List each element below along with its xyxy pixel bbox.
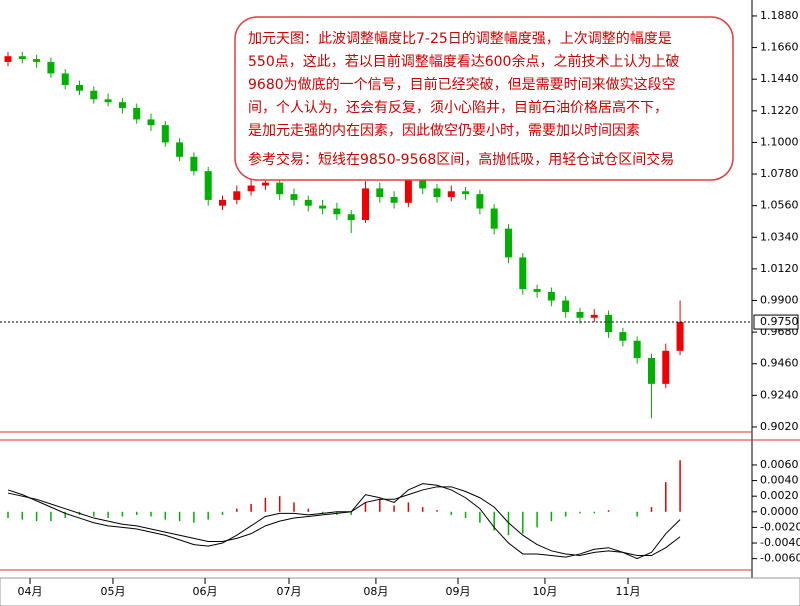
- last-price-label: 0.9750: [760, 315, 799, 328]
- annotation: 是加元走强的内在因素，因此做空仍要小时，需要加以时间因素: [248, 123, 640, 139]
- y-tick-label: 0.0060: [760, 458, 799, 471]
- candle-body: [562, 300, 570, 312]
- candle-body: [547, 291, 555, 301]
- candle-body: [261, 182, 269, 186]
- candle-body: [176, 142, 184, 157]
- candle-body: [47, 61, 55, 74]
- candle-body: [390, 197, 398, 203]
- x-tick-label: 05月: [100, 585, 125, 598]
- y-tick-label: 0.9020: [760, 420, 799, 433]
- y-tick-label: 1.1660: [760, 41, 799, 54]
- x-tick-label: 06月: [193, 585, 218, 598]
- candle-body: [676, 322, 684, 351]
- candle-body: [247, 185, 255, 192]
- y-tick-label: 1.0340: [760, 230, 799, 243]
- y-tick-label: 0.9240: [760, 388, 799, 401]
- candle-body: [476, 194, 484, 209]
- annotation: 参考交易：短线在9850-9568区间，高抛低吸，用轻仓试仓区间交易: [248, 151, 674, 168]
- candle-body: [118, 102, 126, 108]
- annotation: 间，个人认为，还会有反复，须小心陷井，目前石油价格居高不下，: [248, 99, 668, 116]
- candle-body: [90, 90, 98, 100]
- candle-body: [319, 205, 327, 209]
- y-tick-label: 1.1000: [760, 135, 799, 148]
- candle-body: [133, 107, 141, 120]
- candle-body: [419, 179, 427, 189]
- y-tick-label: -0.0020: [760, 520, 800, 533]
- candle-body: [504, 228, 512, 258]
- annotation: 加元天图：此波调整幅度比7-25日的调整幅度强，上次调整的幅度是: [248, 31, 672, 47]
- y-tick-label: 0.0000: [760, 505, 799, 518]
- x-axis-strip: [0, 577, 800, 606]
- y-tick-label: 0.0040: [760, 474, 799, 487]
- y-tick-label: 0.0020: [760, 489, 799, 502]
- last-price-box: [753, 314, 799, 330]
- candle-body: [533, 289, 541, 292]
- candle-body: [104, 99, 112, 103]
- macd-line: [7, 483, 681, 560]
- annotation: 550点，这此，若以目前调整幅度看达600余点，之前技术上认为上破: [248, 53, 679, 70]
- candle-body: [276, 182, 284, 195]
- candle-body: [218, 199, 226, 206]
- candle-body: [333, 208, 341, 215]
- candle-body: [233, 191, 241, 200]
- candle-body: [147, 119, 155, 126]
- candle-body: [376, 188, 384, 198]
- candle-body: [190, 156, 198, 172]
- y-tick-label: 1.0780: [760, 167, 799, 180]
- candle-body: [462, 191, 470, 195]
- candle-body: [33, 59, 41, 62]
- candle-body: [347, 214, 355, 221]
- y-tick-label: 1.1880: [760, 9, 799, 22]
- candle-body: [404, 179, 412, 203]
- y-tick-label: 0.9460: [760, 357, 799, 370]
- y-tick-label: -0.0060: [760, 552, 800, 565]
- x-tick-label: 07月: [276, 585, 301, 598]
- macd-line: [7, 486, 681, 557]
- candle-body: [4, 56, 12, 62]
- candle-body: [590, 314, 598, 318]
- candle-body: [490, 208, 498, 229]
- y-tick-label: 1.1440: [760, 72, 799, 85]
- candle-body: [619, 332, 627, 341]
- candle-body: [304, 199, 312, 206]
- candle-body: [18, 56, 26, 60]
- y-tick-label: -0.0040: [760, 536, 800, 549]
- candle-body: [576, 312, 584, 318]
- candle-body: [633, 340, 641, 358]
- candle-body: [647, 357, 655, 384]
- candle-body: [605, 314, 613, 333]
- y-tick-label: 1.0120: [760, 262, 799, 275]
- x-tick-label: 09月: [446, 585, 471, 598]
- y-tick-label: 1.0560: [760, 199, 799, 212]
- annotation: 9680为做底的一个信号，目前已经突破，但是需要时间来做实这段空: [248, 76, 676, 93]
- x-tick-label: 11月: [616, 585, 641, 598]
- candle-body: [76, 84, 84, 91]
- candle-body: [519, 257, 527, 290]
- y-tick-label: 0.9900: [760, 294, 799, 307]
- x-tick-label: 04月: [18, 585, 43, 598]
- annotation-box: [234, 16, 734, 181]
- candle-body: [433, 188, 441, 198]
- x-tick-label: 08月: [363, 585, 388, 598]
- x-tick-label: 10月: [532, 585, 557, 598]
- candle-body: [290, 194, 298, 200]
- candle-body: [61, 73, 69, 85]
- candle-body: [447, 191, 455, 198]
- y-tick-label: 1.1220: [760, 104, 799, 117]
- candle-body: [204, 171, 212, 200]
- candle-body: [361, 188, 369, 221]
- candle-body: [161, 125, 169, 143]
- candle-body: [662, 350, 670, 384]
